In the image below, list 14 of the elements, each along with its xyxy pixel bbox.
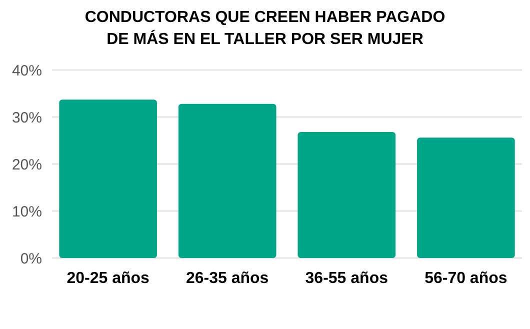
chart-title: CONDUCTORAS QUE CREEN HABER PAGADO DE MÁS EN EL TALLER POR SER MUJER — [84, 9, 446, 48]
x-tick-label: 36-55 años — [305, 270, 388, 287]
bar — [417, 138, 515, 258]
y-tick-label: 10% — [12, 203, 42, 220]
y-tick-label: 30% — [12, 109, 42, 126]
bar — [59, 100, 157, 258]
x-tick-label: 26-35 años — [186, 270, 269, 287]
bar — [298, 132, 396, 258]
x-tick-label: 20-25 años — [66, 270, 150, 287]
bar — [178, 104, 276, 258]
x-tick-label: 56-70 años — [424, 270, 508, 287]
y-tick-label: 20% — [12, 156, 42, 174]
y-tick-label: 0% — [20, 250, 42, 268]
y-tick-label: 40% — [12, 62, 42, 80]
